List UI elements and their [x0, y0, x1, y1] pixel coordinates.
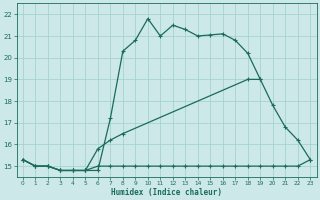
X-axis label: Humidex (Indice chaleur): Humidex (Indice chaleur) — [111, 188, 222, 197]
